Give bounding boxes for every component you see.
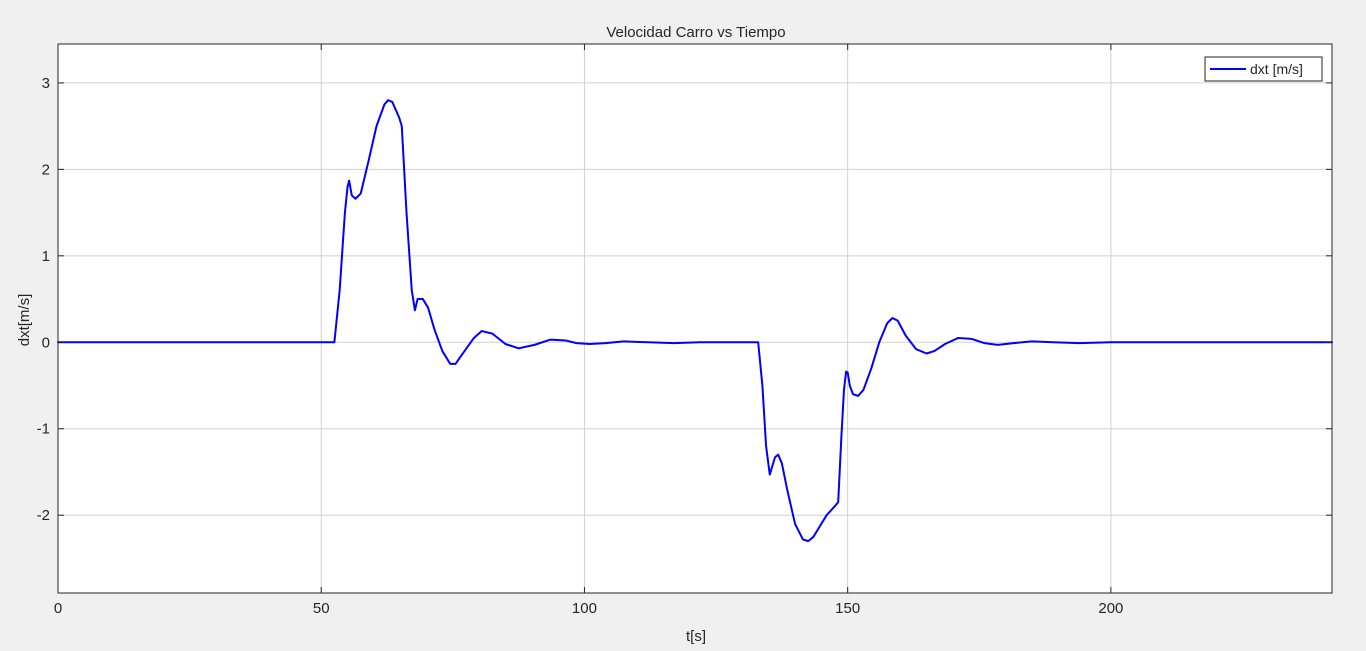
x-tick-label: 200 bbox=[1098, 600, 1123, 617]
y-tick-label: 0 bbox=[42, 334, 50, 351]
data-layer bbox=[57, 99, 1333, 543]
x-tick-label: 100 bbox=[572, 600, 597, 617]
axis-ticks: 0 50 100 150 200 -2 -1 0 1 2 3 bbox=[37, 44, 1332, 617]
plot-area bbox=[58, 44, 1332, 593]
x-tick-label: 150 bbox=[835, 600, 860, 617]
y-tick-label: 3 bbox=[42, 75, 50, 92]
x-axis-label: t[s] bbox=[686, 628, 706, 645]
y-tick-label: 1 bbox=[42, 248, 50, 265]
y-tick-label: -1 bbox=[37, 421, 50, 438]
x-tick-label: 0 bbox=[54, 600, 62, 617]
x-tick-label: 50 bbox=[313, 600, 330, 617]
legend[interactable]: dxt [m/s] bbox=[1204, 56, 1323, 82]
y-tick-label: 2 bbox=[42, 161, 50, 178]
chart-title: Velocidad Carro vs Tiempo bbox=[606, 24, 785, 41]
y-axis-label: dxt[m/s] bbox=[16, 294, 33, 347]
axes-box bbox=[57, 43, 1333, 594]
legend-label: dxt [m/s] bbox=[1250, 61, 1303, 77]
series-line-0 bbox=[57, 99, 1333, 543]
y-tick-label: -2 bbox=[37, 507, 50, 524]
